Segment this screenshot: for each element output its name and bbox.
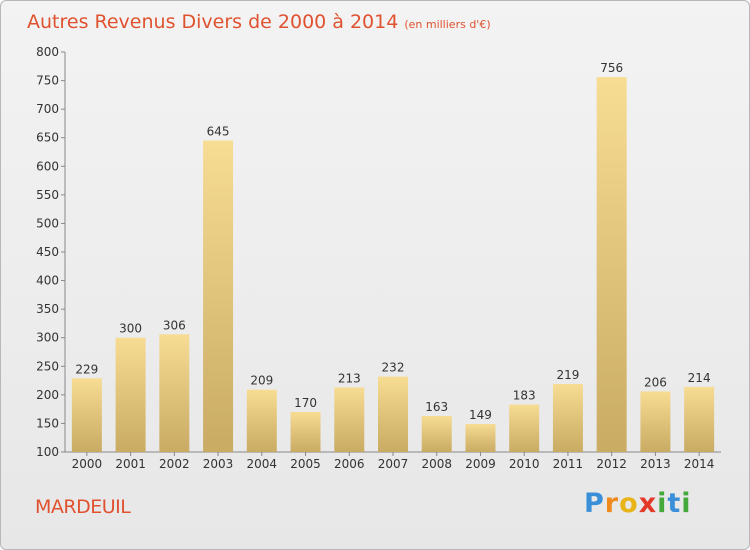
place-name: MARDEUIL — [35, 496, 131, 518]
bar — [596, 77, 627, 453]
bar-value-label: 300 — [119, 322, 142, 336]
y-tick-label: 800 — [36, 45, 59, 59]
bar-value-label: 163 — [425, 400, 448, 414]
x-tick-label: 2002 — [159, 457, 190, 471]
y-tick-label: 400 — [36, 274, 59, 288]
chart-title: Autres Revenus Divers de 2000 à 2014 (en … — [27, 11, 491, 33]
y-tick-label: 600 — [36, 159, 59, 173]
y-tick-label: 450 — [36, 245, 59, 259]
x-tick-label: 2013 — [640, 457, 671, 471]
bar-value-label: 229 — [75, 362, 98, 376]
bar — [465, 424, 496, 452]
bar-value-label: 209 — [250, 374, 273, 388]
logo-letter: t — [667, 488, 682, 519]
bar — [290, 412, 321, 452]
x-tick-label: 2006 — [334, 457, 365, 471]
bar — [115, 337, 146, 452]
logo-letter: o — [619, 488, 639, 519]
y-tick-label: 550 — [36, 188, 59, 202]
x-tick-label: 2003 — [203, 457, 234, 471]
bar — [246, 389, 277, 452]
y-tick-label: 250 — [36, 359, 59, 373]
bar — [203, 140, 234, 453]
x-tick-label: 2000 — [72, 457, 103, 471]
bar-value-label: 183 — [513, 389, 536, 403]
bar-value-label: 306 — [163, 318, 186, 332]
x-tick-label: 2014 — [684, 457, 715, 471]
chart-title-main: Autres Revenus Divers de 2000 à 2014 — [27, 11, 399, 33]
bar — [421, 416, 452, 452]
bar — [684, 386, 715, 452]
y-tick-label: 650 — [36, 131, 59, 145]
logo-letter: P — [584, 488, 605, 519]
x-tick-label: 2005 — [290, 457, 321, 471]
y-tick-label: 100 — [36, 445, 59, 459]
logo-letter: i — [681, 488, 692, 519]
bar — [71, 378, 102, 452]
bar-value-label: 219 — [556, 368, 579, 382]
x-tick-label: 2001 — [115, 457, 146, 471]
bar-value-label: 206 — [644, 375, 667, 389]
bar — [334, 387, 365, 452]
y-tick-label: 200 — [36, 388, 59, 402]
x-tick-label: 2010 — [509, 457, 540, 471]
proxiti-logo: Proxiti — [584, 488, 692, 519]
bar-value-label: 214 — [688, 371, 711, 385]
logo-letter: x — [638, 488, 658, 519]
bar — [509, 404, 540, 452]
bar — [159, 334, 190, 452]
y-tick-label: 700 — [36, 102, 59, 116]
bar — [552, 384, 583, 452]
y-tick-label: 300 — [36, 331, 59, 345]
bar-value-label: 170 — [294, 396, 317, 410]
x-tick-label: 2012 — [596, 457, 627, 471]
y-tick-label: 350 — [36, 302, 59, 316]
y-tick-label: 500 — [36, 216, 59, 230]
logo-letter: i — [657, 488, 668, 519]
x-tick-label: 2004 — [247, 457, 278, 471]
x-tick-label: 2011 — [553, 457, 584, 471]
x-tick-label: 2009 — [465, 457, 496, 471]
y-tick-label: 750 — [36, 74, 59, 88]
x-tick-label: 2007 — [378, 457, 409, 471]
bar-value-label: 645 — [207, 125, 230, 139]
bar-value-label: 149 — [469, 408, 492, 422]
logo-letter: r — [604, 488, 620, 519]
x-tick-label: 2008 — [421, 457, 452, 471]
bar-value-label: 756 — [600, 61, 623, 75]
bar-value-label: 213 — [338, 371, 361, 385]
bar — [640, 391, 671, 452]
y-tick-label: 150 — [36, 416, 59, 430]
bar-value-label: 232 — [382, 361, 405, 375]
chart-subtitle: (en milliers d'€) — [404, 18, 491, 31]
bar — [378, 376, 408, 452]
